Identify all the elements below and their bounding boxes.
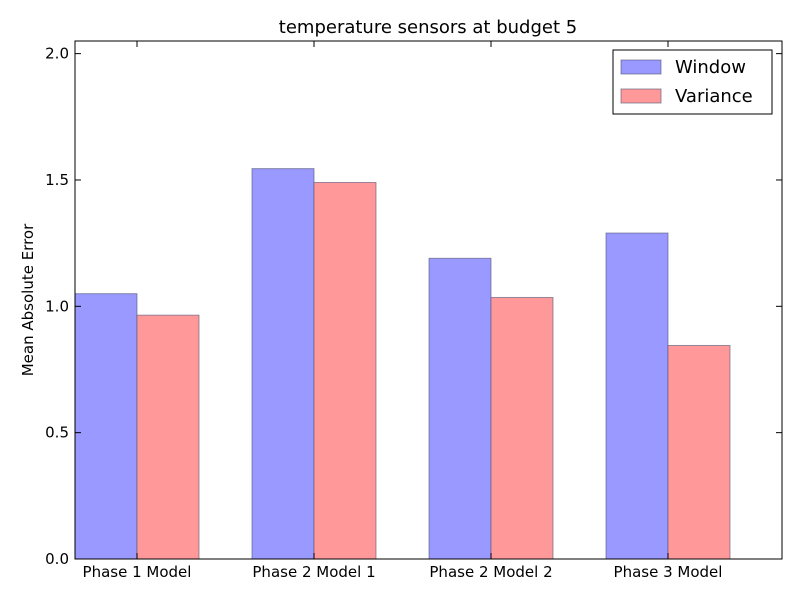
x-tick-label: Phase 2 Model 1 bbox=[252, 563, 375, 581]
y-tick-label: 0.0 bbox=[45, 550, 69, 568]
bars-layer bbox=[74, 168, 731, 560]
chart-title: temperature sensors at budget 5 bbox=[279, 17, 577, 38]
y-axis-label: Mean Absolute Error bbox=[19, 223, 37, 376]
legend: Window Variance bbox=[612, 49, 773, 115]
y-tick-label: 2.0 bbox=[45, 45, 69, 63]
plot-frame bbox=[74, 40, 783, 560]
bar-variance-3 bbox=[667, 344, 731, 560]
bar-window-1 bbox=[251, 168, 315, 560]
y-tick-label: 0.5 bbox=[45, 424, 69, 442]
y-tick-label: 1.5 bbox=[45, 171, 69, 189]
x-tick-label: Phase 3 Model bbox=[614, 563, 723, 581]
bar-variance-1 bbox=[313, 182, 377, 560]
legend-swatch-variance bbox=[620, 88, 662, 104]
y-ticks-layer: 0.0 0.5 1.0 1.5 2.0 bbox=[45, 45, 782, 568]
x-tick-label: Phase 2 Model 2 bbox=[429, 563, 552, 581]
legend-label-window: Window bbox=[675, 57, 746, 78]
y-tick-label: 1.0 bbox=[45, 297, 69, 315]
x-ticks-layer: Phase 1 Model Phase 2 Model 1 Phase 2 Mode… bbox=[83, 41, 723, 581]
legend-label-variance: Variance bbox=[675, 86, 753, 107]
bar-window-3 bbox=[605, 232, 669, 560]
bar-window-0 bbox=[74, 293, 138, 560]
bar-variance-0 bbox=[136, 314, 200, 560]
x-tick-label: Phase 1 Model bbox=[83, 563, 192, 581]
bar-variance-2 bbox=[490, 296, 554, 560]
legend-swatch-window bbox=[620, 59, 662, 75]
bar-window-2 bbox=[428, 257, 492, 560]
